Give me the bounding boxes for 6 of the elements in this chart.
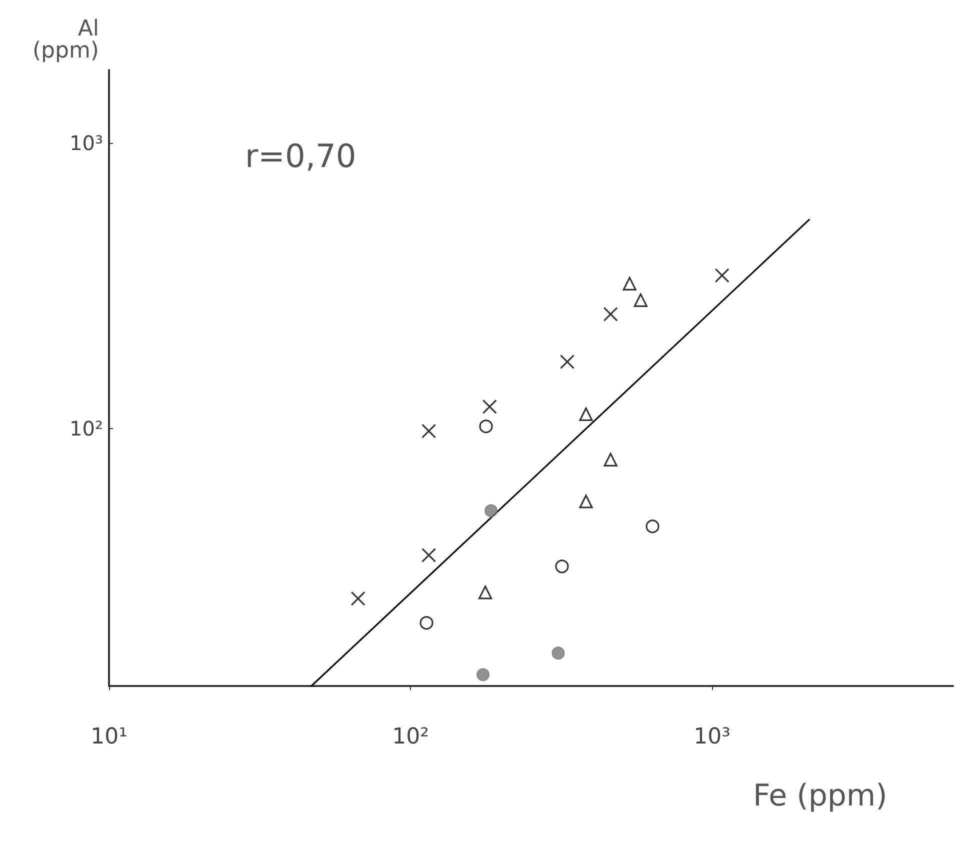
x-tick-label: 10² — [392, 724, 429, 750]
x-tick-label: 10³ — [694, 724, 730, 750]
x-tick-label: 10¹ — [90, 724, 128, 750]
annotation: r=0,70 — [245, 137, 356, 175]
x-axis-title: Fe (ppm) — [753, 778, 888, 814]
y-axis-title: Al (ppm) — [32, 16, 99, 64]
